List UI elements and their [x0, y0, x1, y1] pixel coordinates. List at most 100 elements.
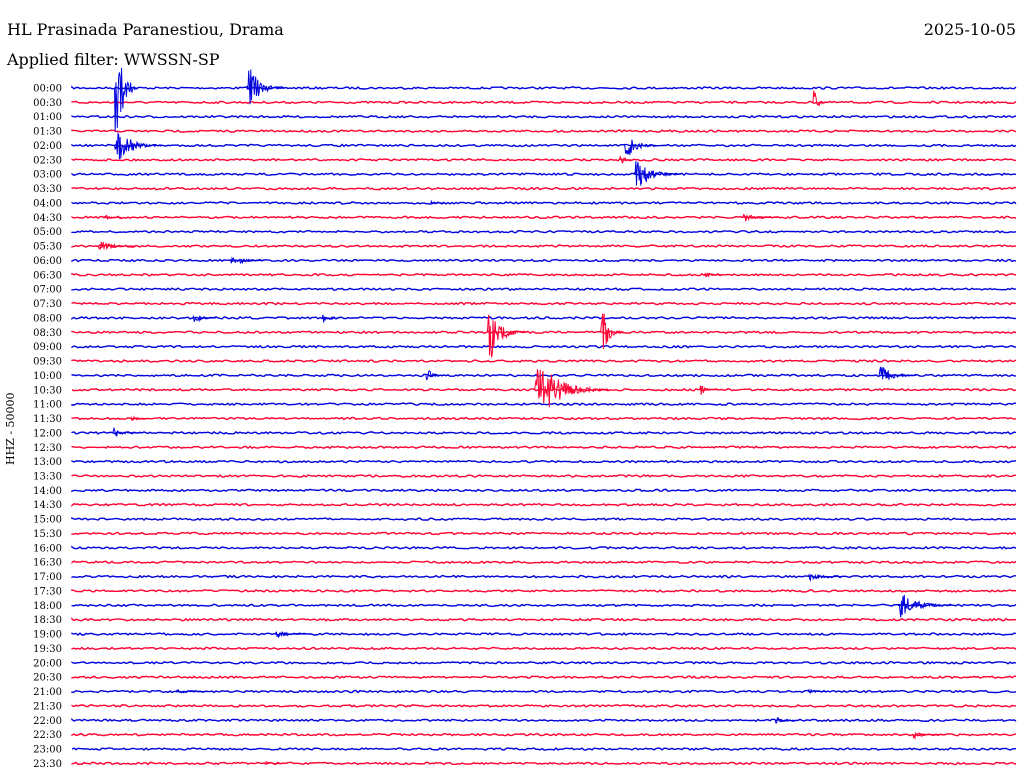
date-label: 2025-10-05	[923, 20, 1016, 39]
trace-row-1800	[71, 603, 1017, 608]
trace-row-1000	[71, 373, 1017, 378]
event-6	[633, 161, 681, 187]
trace-row-0700	[71, 287, 1017, 292]
tick-label-0000: 00:00	[33, 84, 62, 95]
tick-label-0500: 05:00	[33, 227, 62, 238]
trace-row-0530	[71, 244, 1017, 248]
event-18	[878, 366, 917, 380]
event-26	[175, 688, 213, 694]
tick-label-1130: 11:30	[33, 414, 62, 425]
trace-row-0730	[71, 301, 1017, 306]
trace-row-0030	[71, 100, 1017, 105]
event-19	[534, 369, 610, 408]
trace-row-1630	[71, 560, 1017, 565]
tick-label-0600: 06:00	[33, 256, 62, 267]
tick-label-1900: 19:00	[33, 630, 62, 641]
event-16	[600, 313, 625, 350]
trace-row-2130	[71, 704, 1017, 708]
tick-label-1500: 15:00	[33, 515, 62, 526]
trace-row-2030	[71, 675, 1017, 680]
tick-label-2230: 22:30	[33, 730, 62, 741]
trace-row-0800	[71, 316, 1017, 320]
tick-label-1430: 14:30	[33, 500, 62, 511]
event-1	[246, 69, 284, 105]
trace-row-0430	[71, 215, 1017, 220]
tick-label-0330: 03:30	[33, 184, 62, 195]
trace-row-1130	[71, 416, 1017, 421]
tick-label-1030: 10:30	[33, 385, 62, 396]
trace-row-2000	[71, 660, 1017, 665]
tick-label-2300: 23:00	[33, 745, 62, 756]
trace-row-1330	[71, 474, 1017, 478]
trace-row-2200	[71, 717, 1017, 723]
event-3	[114, 131, 162, 160]
tick-label-2200: 22:00	[33, 716, 62, 727]
trace-row-0100	[71, 114, 1017, 119]
event-11	[230, 256, 264, 265]
tick-label-0630: 06:30	[33, 270, 62, 281]
event-28	[774, 717, 799, 724]
event-21	[130, 415, 149, 422]
event-20	[699, 385, 719, 395]
tick-label-1630: 16:30	[33, 558, 62, 569]
trace-row-1900	[71, 632, 1017, 637]
tick-label-1930: 19:30	[33, 644, 62, 655]
tick-label-0100: 01:00	[33, 112, 62, 123]
trace-row-1930	[71, 646, 1017, 651]
tick-label-0030: 00:30	[33, 98, 62, 109]
event-9	[741, 213, 780, 223]
trace-row-1230	[71, 445, 1017, 450]
tick-label-0700: 07:00	[33, 285, 62, 296]
tick-label-1000: 10:00	[33, 371, 62, 382]
tick-label-0130: 01:30	[33, 127, 62, 138]
event-14	[321, 314, 341, 324]
tick-label-1830: 18:30	[33, 615, 62, 626]
tick-label-2030: 20:30	[33, 673, 62, 684]
event-12	[704, 272, 723, 278]
tick-label-0400: 04:00	[33, 198, 62, 209]
trace-row-0400	[71, 201, 1017, 205]
trace-row-0130	[71, 129, 1017, 133]
trace-row-1830	[71, 617, 1017, 622]
tick-label-0800: 08:00	[33, 313, 62, 324]
event-2	[812, 90, 828, 107]
trace-row-1500	[71, 517, 1017, 522]
trace-row-0500	[71, 229, 1017, 234]
tick-label-1730: 17:30	[33, 586, 62, 597]
tick-label-0730: 07:30	[33, 299, 62, 310]
tick-label-0930: 09:30	[33, 357, 62, 368]
trace-row-0900	[71, 344, 1017, 349]
event-22	[112, 426, 141, 437]
trace-row-0230	[71, 157, 1017, 162]
trace-row-1700	[71, 574, 1016, 579]
trace-row-0330	[71, 186, 1017, 191]
trace-row-1100	[71, 402, 1017, 406]
tick-label-2100: 21:00	[33, 687, 62, 698]
tick-label-0200: 02:00	[33, 141, 62, 152]
tick-label-1200: 12:00	[33, 428, 62, 439]
trace-row-1300	[71, 459, 1017, 464]
tick-label-1330: 13:30	[33, 471, 62, 482]
tick-label-1230: 12:30	[33, 443, 62, 454]
event-29	[912, 731, 946, 740]
trace-row-0630	[71, 272, 1017, 277]
trace-row-1730	[71, 589, 1017, 593]
event-30	[265, 761, 284, 765]
event-17	[425, 370, 445, 381]
trace-row-1200	[71, 431, 1017, 435]
tick-label-1530: 15:30	[33, 529, 62, 540]
filter-label: Applied filter: WWSSN-SP	[7, 50, 220, 69]
trace-row-0930	[71, 359, 1017, 363]
trace-row-0830	[71, 330, 1017, 335]
tick-label-1700: 17:00	[33, 572, 62, 583]
tick-label-2330: 23:30	[33, 759, 62, 770]
event-4	[623, 139, 658, 155]
event-27	[807, 688, 827, 694]
tick-label-0430: 04:30	[33, 213, 62, 224]
tick-label-1600: 16:00	[33, 543, 62, 554]
trace-row-1530	[71, 531, 1017, 536]
trace-row-0300	[71, 172, 1017, 177]
trace-row-2330	[71, 761, 1017, 766]
trace-row-0600	[71, 258, 1017, 263]
